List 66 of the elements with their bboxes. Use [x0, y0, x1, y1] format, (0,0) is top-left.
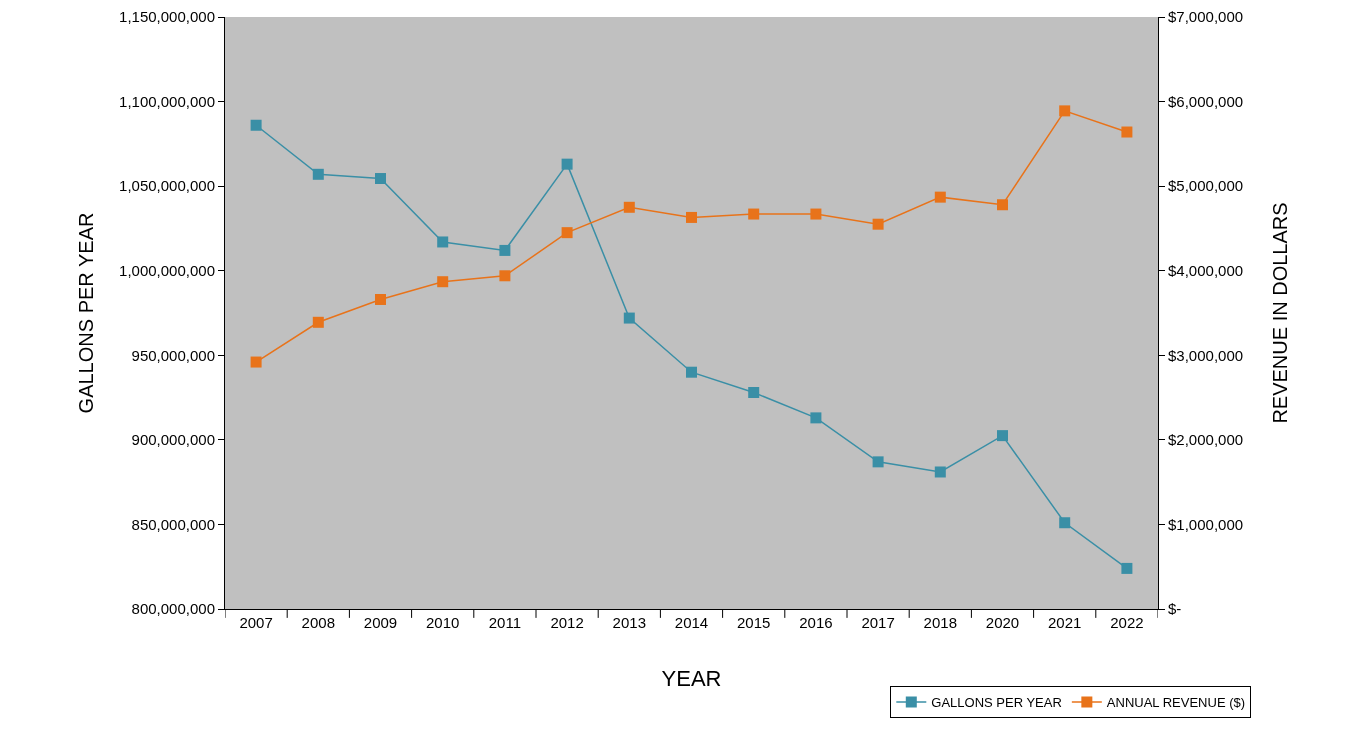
x-tick-label: 2008: [301, 614, 335, 631]
x-tick-label: 2010: [426, 614, 460, 631]
point: [934, 466, 946, 478]
y-tick-label: 1,100,000,000: [119, 92, 215, 110]
point: [375, 173, 386, 185]
point: [1121, 126, 1133, 138]
x-tick-label: 2018: [923, 614, 957, 631]
x-tick-label: 2017: [861, 614, 895, 631]
legend-label: ANNUAL REVENUE ($): [1106, 694, 1246, 710]
x-tick-label: 2021: [1048, 614, 1082, 631]
point: [312, 168, 324, 180]
y-tick-label: 1,150,000,000: [119, 8, 215, 26]
point: [250, 356, 262, 368]
x-tick-label: 2020: [985, 614, 1020, 631]
point: [997, 199, 1008, 211]
y-tick-label: 1,000,000,000: [119, 261, 215, 279]
y-axis-title: GALLONS PER YEAR: [74, 212, 97, 414]
x-tick-label: 2007: [239, 614, 273, 631]
y2-axis-title: REVENUE IN DOLLARS: [1268, 202, 1291, 424]
y2-tick-label: $-: [1168, 600, 1182, 618]
y2-tick-label: $4,000,000: [1168, 261, 1244, 279]
x-tick-label: 2009: [363, 614, 398, 631]
y2-tick-label: $3,000,000: [1168, 346, 1244, 364]
point: [748, 387, 760, 398]
x-tick-label: 2022: [1110, 614, 1144, 631]
y2-tick-label: $2,000,000: [1168, 431, 1244, 449]
point: [250, 119, 262, 131]
point: [686, 211, 697, 223]
point: [1059, 105, 1071, 117]
point: [748, 208, 760, 220]
point: [872, 218, 884, 230]
point: [872, 456, 884, 468]
x-tick-label: 2015: [737, 614, 771, 631]
point: [686, 366, 697, 378]
point: [312, 316, 324, 328]
x-tick-label: 2011: [488, 614, 522, 631]
y-tick-label: 1,050,000,000: [119, 177, 215, 195]
y2-tick-label: $5,000,000: [1168, 177, 1244, 195]
legend-label: GALLONS PER YEAR: [931, 694, 1062, 710]
point: [623, 312, 635, 324]
point: [997, 430, 1008, 442]
point: [810, 208, 822, 220]
y2-tick-label: $7,000,000: [1168, 8, 1244, 26]
y-tick-label: 900,000,000: [131, 431, 215, 449]
point: [561, 227, 573, 239]
point: [375, 293, 386, 305]
x-tick-label: 2012: [550, 614, 584, 631]
y-tick-label: 850,000,000: [131, 515, 215, 533]
point: [1121, 562, 1133, 574]
x-tick-label: 2013: [612, 614, 646, 631]
point: [810, 412, 822, 424]
point: [934, 191, 946, 203]
point: [437, 276, 449, 288]
x-tick-label: 2016: [799, 614, 833, 631]
point: [1059, 517, 1071, 529]
point: [499, 270, 511, 282]
y2-tick-label: $6,000,000: [1168, 92, 1244, 110]
y-tick-label: 800,000,000: [131, 600, 215, 618]
y-tick-label: 950,000,000: [131, 346, 215, 364]
point: [499, 244, 511, 256]
x-axis-title: YEAR: [661, 665, 722, 691]
point: [437, 236, 449, 248]
point: [561, 158, 573, 170]
x-tick-label: 2014: [674, 614, 709, 631]
y2-tick-label: $1,000,000: [1168, 515, 1244, 533]
point: [623, 201, 635, 213]
